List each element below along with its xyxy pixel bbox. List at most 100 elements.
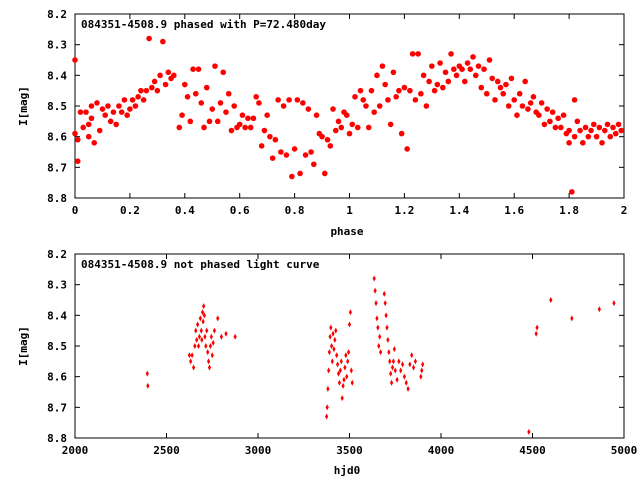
data-point <box>588 127 594 134</box>
data-point <box>278 149 284 155</box>
data-point <box>193 343 197 349</box>
data-point <box>151 78 158 85</box>
data-point <box>585 133 592 140</box>
data-point <box>566 127 572 134</box>
y-tick-label: 8.7 <box>47 401 67 414</box>
data-point <box>342 376 346 383</box>
data-point <box>212 327 217 334</box>
y-tick-label: 8.5 <box>47 100 67 113</box>
data-point <box>216 315 220 322</box>
data-point <box>346 130 353 137</box>
data-point <box>527 100 534 106</box>
data-point <box>525 106 531 112</box>
x-tick-label: 1.4 <box>449 204 469 217</box>
data-point <box>390 69 397 76</box>
data-point <box>325 413 329 420</box>
y-tick-label: 8.4 <box>47 69 67 82</box>
data-point <box>337 379 342 386</box>
data-point <box>400 361 405 368</box>
data-point <box>327 367 331 374</box>
data-point <box>486 57 493 63</box>
data-point <box>536 112 542 118</box>
data-point <box>242 124 248 131</box>
data-point <box>413 358 417 365</box>
data-point <box>340 395 344 402</box>
data-point <box>256 100 262 106</box>
data-point <box>192 90 199 97</box>
data-point <box>549 109 556 115</box>
data-point <box>207 364 212 371</box>
data-point <box>534 330 538 337</box>
data-point <box>99 106 106 112</box>
data-point <box>519 103 526 109</box>
data-point <box>212 63 218 69</box>
data-point <box>574 118 581 125</box>
x-tick-label: 3500 <box>336 444 363 457</box>
data-point <box>389 379 394 386</box>
data-point <box>80 124 87 131</box>
data-point <box>385 97 391 103</box>
data-point <box>464 60 471 66</box>
data-point <box>404 379 408 386</box>
data-point <box>426 78 432 85</box>
data-point <box>582 124 589 131</box>
data-point <box>437 60 443 66</box>
data-point <box>421 361 425 368</box>
data-point <box>253 94 259 100</box>
data-point <box>385 324 389 331</box>
data-point <box>194 327 198 334</box>
data-point <box>348 309 353 316</box>
data-point <box>145 370 149 377</box>
data-point <box>327 143 334 149</box>
data-point <box>250 115 257 122</box>
x-axis-label: hjd0 <box>334 464 361 477</box>
data-point <box>415 51 421 57</box>
data-point <box>420 367 424 374</box>
y-tick-label: 8.2 <box>47 8 67 21</box>
data-point <box>149 84 155 91</box>
data-point <box>378 333 382 340</box>
data-point <box>233 333 237 340</box>
data-point <box>107 118 114 125</box>
data-point <box>223 109 229 115</box>
data-point <box>280 103 287 109</box>
x-tick-label: 4500 <box>519 444 546 457</box>
data-point <box>113 121 119 128</box>
data-point <box>508 75 515 82</box>
data-point <box>397 358 401 365</box>
data-point <box>206 349 210 356</box>
data-point <box>402 373 406 380</box>
data-point <box>239 112 246 118</box>
data-point <box>261 127 268 134</box>
data-point <box>489 75 496 82</box>
data-point <box>379 349 383 356</box>
data-point <box>135 94 141 100</box>
data-point <box>591 121 597 128</box>
data-point <box>338 367 342 374</box>
data-point <box>331 330 335 337</box>
data-point <box>453 72 460 79</box>
data-point <box>382 81 388 88</box>
data-point <box>203 333 207 340</box>
data-point <box>497 84 504 91</box>
y-tick-label: 8.8 <box>47 432 67 445</box>
data-point <box>357 87 364 94</box>
data-point <box>461 78 468 85</box>
data-point <box>601 127 608 134</box>
y-tick-label: 8.6 <box>47 131 67 144</box>
data-point <box>360 97 367 103</box>
data-points <box>145 275 616 435</box>
data-point <box>245 115 251 122</box>
data-point <box>224 330 228 337</box>
data-point <box>376 324 380 331</box>
data-point <box>615 121 622 128</box>
y-tick-label: 8.3 <box>47 39 67 52</box>
data-point <box>85 121 92 128</box>
data-point <box>187 118 194 125</box>
data-point <box>335 118 342 125</box>
data-point <box>363 103 369 109</box>
unphased-light-curve-panel: 8.2 8.3 8.4 8.5 8.6 8.7 8.8 2000 2500 3000 3500 40… <box>17 248 637 477</box>
data-point <box>593 133 600 140</box>
data-point <box>535 324 539 331</box>
data-point <box>389 370 393 377</box>
